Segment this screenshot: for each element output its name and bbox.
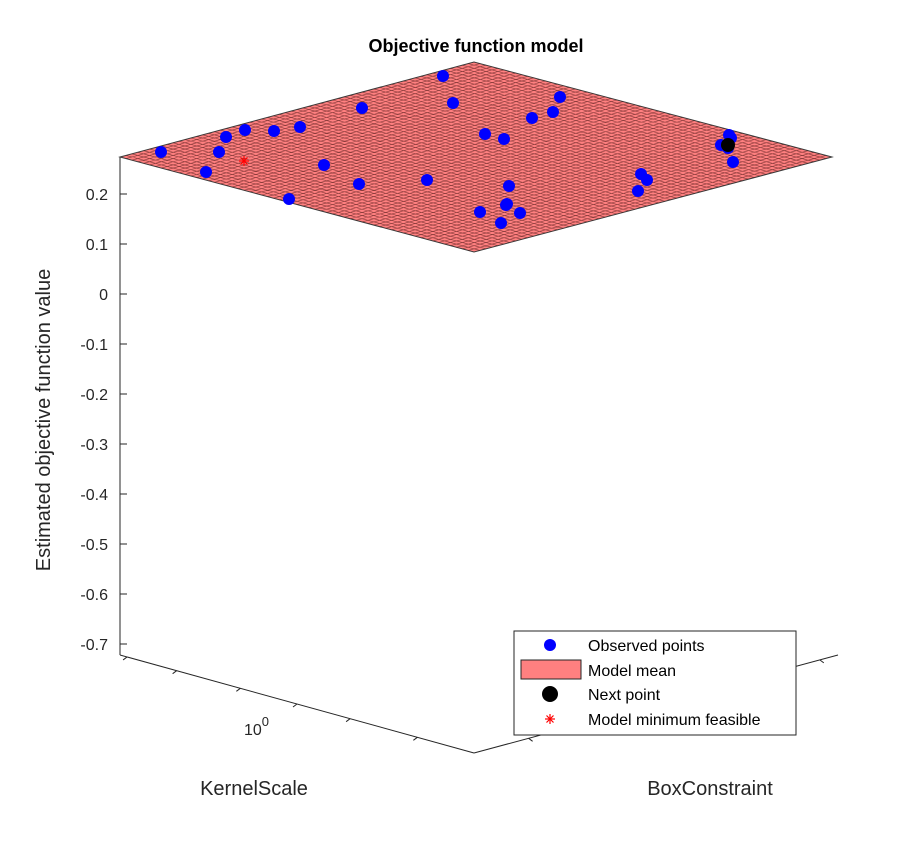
x-tick-label: 100 xyxy=(244,714,269,739)
observed-point xyxy=(447,97,459,109)
legend-model-min-label: Model minimum feasible xyxy=(588,712,761,729)
x-tick-mark xyxy=(413,736,418,741)
y-tick-mark xyxy=(819,659,825,664)
z-tick-label: -0.4 xyxy=(80,487,108,504)
surface-mesh xyxy=(125,63,827,251)
observed-point xyxy=(200,166,212,178)
observed-point xyxy=(155,146,167,158)
observed-point xyxy=(220,131,232,143)
observed-point xyxy=(503,180,515,192)
observed-point xyxy=(498,133,510,145)
legend-observed-marker xyxy=(544,639,556,651)
observed-point xyxy=(547,106,559,118)
legend-next-point-label: Next point xyxy=(588,687,661,704)
legend: Observed points Model mean Next point Mo… xyxy=(513,630,797,736)
chart-title: Objective function model xyxy=(368,36,583,56)
z-tick-label: -0.6 xyxy=(80,587,108,604)
z-tick-label: -0.5 xyxy=(80,537,108,554)
observed-point xyxy=(479,128,491,140)
observed-point xyxy=(474,206,486,218)
legend-model-mean-marker xyxy=(520,659,582,680)
next-point-marker xyxy=(721,138,735,152)
model-mean-surface xyxy=(118,61,834,253)
legend-model-min-marker xyxy=(545,714,555,724)
observed-point xyxy=(554,91,566,103)
observed-point xyxy=(641,174,653,186)
observed-point xyxy=(239,124,251,136)
observed-point xyxy=(514,207,526,219)
observed-point xyxy=(495,217,507,229)
z-axis-ticks: 0.2 0.1 0 -0.1 -0.2 -0.3 -0.4 -0.5 -0.6 -0.7 xyxy=(80,187,127,654)
observed-point xyxy=(318,159,330,171)
observed-point xyxy=(500,199,512,211)
x-tick-mark xyxy=(292,703,298,708)
x-tick-mark xyxy=(172,670,177,675)
model-minimum-point xyxy=(239,156,249,166)
legend-observed-label: Observed points xyxy=(588,638,705,655)
x-tick-mark xyxy=(345,718,351,723)
observed-point xyxy=(353,178,365,190)
z-tick-label: -0.2 xyxy=(80,387,108,404)
observed-point xyxy=(421,174,433,186)
observed-point xyxy=(268,125,280,137)
legend-model-mean-label: Model mean xyxy=(588,663,676,680)
z-tick-label: 0 xyxy=(99,287,108,304)
z-axis-label: Estimated objective function value xyxy=(33,269,55,571)
z-tick-label: 0.2 xyxy=(86,187,108,204)
observed-point xyxy=(356,102,368,114)
x-axis-label: KernelScale xyxy=(200,778,308,800)
x-tick-mark xyxy=(122,656,128,661)
observed-point xyxy=(283,193,295,205)
z-tick-label: 0.1 xyxy=(86,237,108,254)
z-tick-label: -0.7 xyxy=(80,637,108,654)
observed-point xyxy=(727,156,739,168)
observed-points xyxy=(155,70,739,229)
observed-point xyxy=(526,112,538,124)
x-axis-ticks xyxy=(122,656,418,741)
y-axis-label: BoxConstraint xyxy=(647,778,773,800)
observed-point xyxy=(437,70,449,82)
model-minimum-marker xyxy=(239,156,249,166)
y-tick-mark xyxy=(528,737,533,742)
legend-next-point-marker xyxy=(542,686,558,702)
z-tick-label: -0.1 xyxy=(80,337,108,354)
x-tick-mark xyxy=(236,687,241,692)
observed-point xyxy=(213,146,225,158)
next-point xyxy=(721,138,735,152)
z-tick-label: -0.3 xyxy=(80,437,108,454)
observed-point xyxy=(632,185,644,197)
observed-point xyxy=(294,121,306,133)
legend-box xyxy=(513,630,797,736)
